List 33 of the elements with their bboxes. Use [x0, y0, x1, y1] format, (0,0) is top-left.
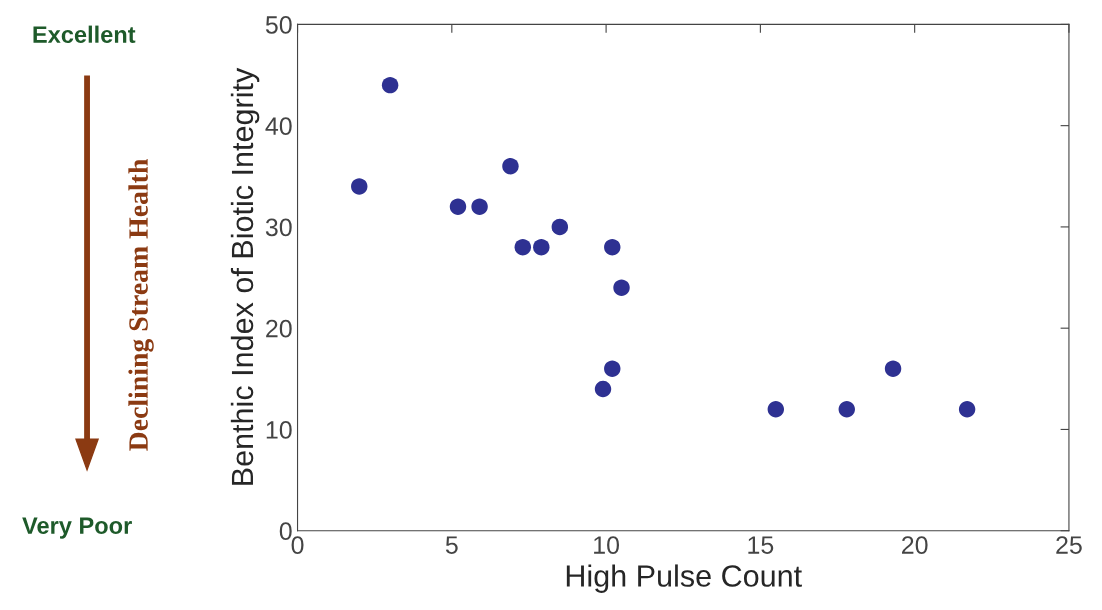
point [351, 178, 368, 195]
y-tick-label: 30 [265, 218, 292, 237]
y-tick-label: 10 [266, 421, 292, 439]
x-tick-label: 5 [445, 536, 458, 554]
y-tick-label: 50 [265, 16, 292, 34]
text: Very Poor [22, 517, 132, 539]
x-tick-label: 20 [902, 536, 928, 554]
point [514, 238, 532, 256]
point [884, 360, 902, 377]
x-tick-label: 10 [594, 536, 620, 554]
point [449, 198, 467, 215]
point [838, 400, 855, 418]
text: Declining Stream Health [128, 159, 154, 451]
text: Excellent [33, 25, 136, 43]
point [381, 76, 399, 94]
point [471, 198, 488, 215]
point [613, 279, 630, 296]
point [594, 380, 612, 398]
x-axis-title: High Pulse Count [566, 564, 802, 593]
point [551, 218, 569, 236]
y-tick-label: 0 [279, 522, 292, 540]
point [767, 400, 785, 418]
y-axis-title: Benthic Index of Biotic Integrity [230, 67, 260, 485]
point [533, 238, 550, 256]
x-tick-label: 0 [291, 536, 304, 554]
y-tick-label: 20 [266, 319, 292, 338]
point [604, 360, 621, 377]
x-tick-label: 25 [1056, 536, 1082, 554]
point [958, 400, 976, 418]
y-tick-label: 40 [265, 117, 292, 135]
x-tick-label: 15 [748, 536, 774, 554]
point [502, 157, 519, 175]
point [604, 238, 621, 256]
